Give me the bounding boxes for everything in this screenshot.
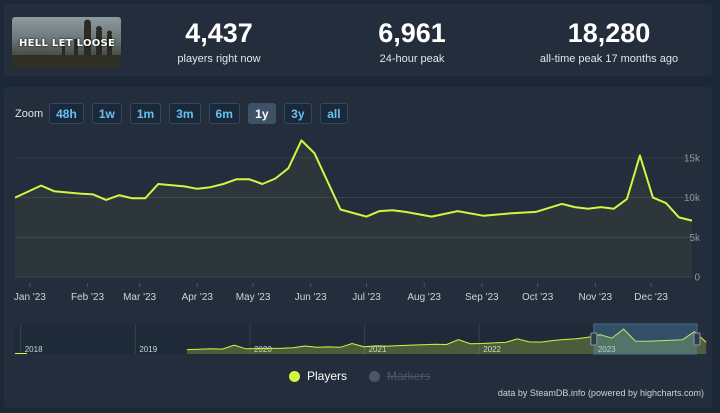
stat-label: players right now [177,53,261,65]
navigator-right-handle [693,332,701,346]
data-credit[interactable]: data by SteamDB.info (powered by highcha… [497,388,704,398]
chart-legend: Players Markers [289,369,452,383]
players-series-line [14,139,693,222]
legend-label: Markers [387,369,431,383]
game-logo-text: HELL LET LOOSE [19,38,116,49]
x-tick-label: Apr '23 [182,292,214,303]
zoom-3y-button[interactable]: 3y [283,103,312,124]
navigator-series-line [186,328,707,351]
zoom-label: Zoom [15,107,44,120]
legend-item-players[interactable]: Players [289,369,347,383]
navigator-year-label: 2019 [139,345,157,354]
navigator-year-label: 2022 [483,345,501,354]
navigator-year-label: 2021 [369,345,387,354]
stat-value: 4,437 [185,18,253,48]
zoom-selector: Zoom 48h 1w 1m 3m 6m 1y 3y all [15,103,356,124]
stat-all-time-peak: 18,280 all-time peak 17 months ago [529,18,689,65]
stat-label: 24-hour peak [379,53,445,65]
zoom-48h-button[interactable]: 48h [49,103,84,124]
stats-bar: HELL LET LOOSE 4,437 players right now 6… [4,4,712,76]
soldiers-artwork [12,19,121,68]
navigator-selected-range [593,323,698,355]
x-tick-label: Jan '23 [14,292,46,303]
navigator-year-label: 2023 [598,345,616,354]
zoom-1y-button[interactable]: 1y [247,103,276,124]
x-tick-label: Nov '23 [578,292,612,303]
zoom-6m-button[interactable]: 6m [208,103,240,124]
navigator-year-label: 2018 [25,345,43,354]
stat-value: 18,280 [567,18,651,48]
navigator-series-area [186,329,707,354]
x-tick-label: Mar '23 [123,292,156,303]
x-tick-label: Oct '23 [522,292,554,303]
stat-value: 6,961 [378,18,446,48]
players-chart[interactable]: 0 5k 10k 15k Jan '23 Feb '23 Mar '23 Apr '23 May… [4,87,712,408]
legend-item-markers[interactable]: Markers [369,369,430,383]
players-dot-icon [289,370,300,382]
y-tick-label: 0 [694,273,700,284]
y-tick-label: 5k [689,233,701,244]
zoom-1w-button[interactable]: 1w [91,103,122,124]
chart-panel: 0 5k 10k 15k Jan '23 Feb '23 Mar '23 Apr '23 May… [4,87,712,408]
players-series-area [15,140,692,277]
game-logo[interactable]: HELL LET LOOSE [12,17,121,68]
zoom-3m-button[interactable]: 3m [169,103,201,124]
navigator-left-handle [590,332,598,346]
x-tick-label: Aug '23 [407,292,441,303]
legend-label: Players [307,369,348,383]
x-tick-label: Jun '23 [295,292,327,303]
y-tick-label: 10k [684,193,701,204]
x-tick-label: Jul '23 [352,292,381,303]
stat-players-now: 4,437 players right now [164,18,274,65]
stat-24h-peak: 6,961 24-hour peak [357,18,467,65]
x-tick-label: Feb '23 [71,292,104,303]
markers-dot-icon [369,370,381,382]
x-tick-label: May '23 [236,292,271,303]
x-tick-label: Dec '23 [634,292,668,303]
navigator-background [15,324,697,354]
stat-label: all-time peak 17 months ago [539,53,679,65]
y-tick-label: 15k [684,153,701,164]
x-tick-label: Sep '23 [465,292,499,303]
zoom-all-button[interactable]: all [319,103,348,124]
zoom-1m-button[interactable]: 1m [129,103,162,124]
navigator-year-label: 2020 [254,345,272,354]
